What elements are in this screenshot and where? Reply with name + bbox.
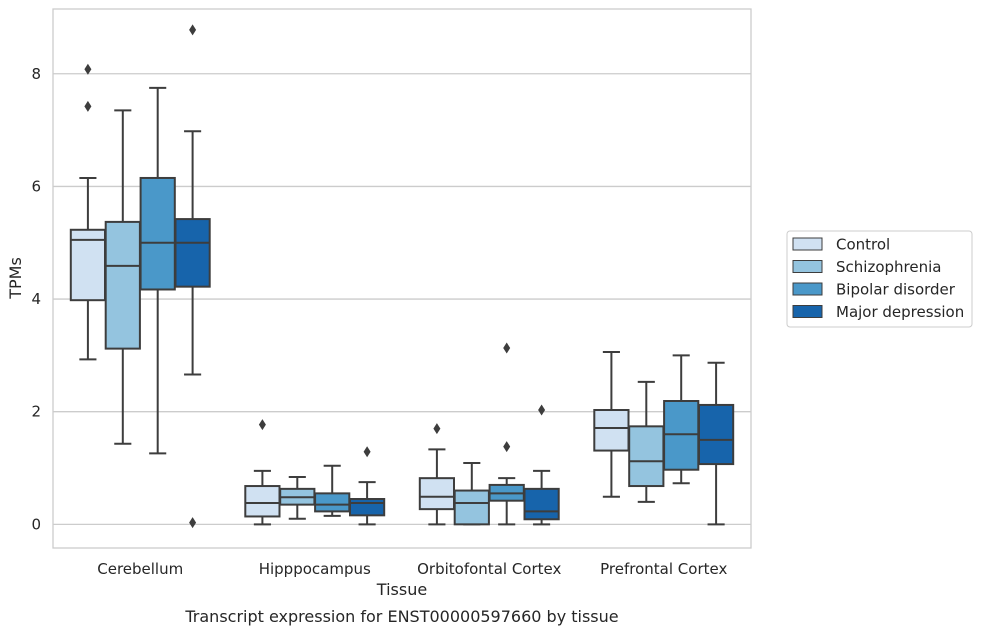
- y-tick-label: 0: [31, 515, 41, 533]
- legend-frame: [786, 230, 973, 328]
- box-iqr: [418, 477, 456, 511]
- x-tick-label: Hipppocampus: [259, 560, 371, 578]
- box: [244, 419, 281, 526]
- legend-label: Bipolar disorder: [836, 281, 956, 299]
- y-axis-ticks: 0 2 4 6 8: [31, 65, 41, 534]
- chart-caption: Transcript expression for ENST0000059766…: [184, 607, 618, 626]
- y-tick-label: 6: [31, 177, 41, 195]
- y-tick-label: 8: [31, 65, 41, 83]
- box: [523, 404, 560, 526]
- outlier-point: [258, 419, 266, 431]
- legend-swatch: [792, 305, 823, 318]
- legend-swatch: [792, 282, 823, 296]
- outlier-point: [503, 342, 511, 354]
- outlier-point: [84, 100, 92, 112]
- outlier-point: [433, 423, 441, 435]
- outlier-point: [503, 441, 511, 453]
- legend: Control Schizophrenia Bipolar disorder Majo…: [786, 230, 973, 328]
- x-tick-label: Prefrontal Cortex: [600, 560, 727, 578]
- grid: [53, 73, 751, 525]
- box-iqr: [139, 176, 176, 291]
- outlier-point: [189, 24, 197, 36]
- outlier-point: [84, 63, 92, 75]
- box: [139, 86, 176, 455]
- x-tick-label: Cerebellum: [97, 560, 183, 578]
- box: [174, 24, 211, 529]
- box: [69, 63, 107, 361]
- box-iqr: [348, 498, 386, 517]
- legend-label: Control: [836, 236, 890, 254]
- box-iqr: [628, 425, 665, 488]
- box-iqr: [314, 492, 351, 513]
- outlier-point: [363, 446, 371, 458]
- legend-swatch: [792, 237, 823, 251]
- legend-label: Major depression: [836, 303, 964, 321]
- y-tick-label: 4: [31, 290, 41, 308]
- outlier-point: [189, 517, 197, 529]
- box: [314, 464, 351, 517]
- box-iqr: [523, 487, 560, 521]
- box-iqr: [453, 489, 490, 526]
- boxes: [69, 24, 735, 529]
- box: [663, 354, 700, 485]
- box-iqr: [593, 409, 630, 452]
- box-iqr: [69, 228, 107, 302]
- y-tick-label: 2: [31, 403, 41, 421]
- box: [418, 423, 456, 526]
- box-iqr: [663, 400, 700, 471]
- box: [348, 446, 386, 526]
- outlier-point: [538, 404, 546, 416]
- box-iqr: [697, 403, 735, 466]
- box: [453, 461, 490, 526]
- box-iqr: [104, 220, 141, 350]
- box: [593, 351, 630, 498]
- x-tick-label: Orbitofontal Cortex: [417, 560, 561, 578]
- box: [628, 380, 665, 503]
- box-iqr: [174, 218, 211, 288]
- box-iqr: [244, 485, 281, 518]
- legend-swatch: [792, 260, 823, 273]
- x-axis-ticks: Cerebellum Hipppocampus Orbitofontal Corte…: [97, 560, 727, 578]
- x-axis-title: Tissue: [376, 580, 427, 599]
- box: [697, 361, 735, 526]
- y-axis-title: TPMs: [6, 257, 25, 300]
- legend-label: Schizophrenia: [836, 258, 941, 276]
- box: [104, 109, 141, 445]
